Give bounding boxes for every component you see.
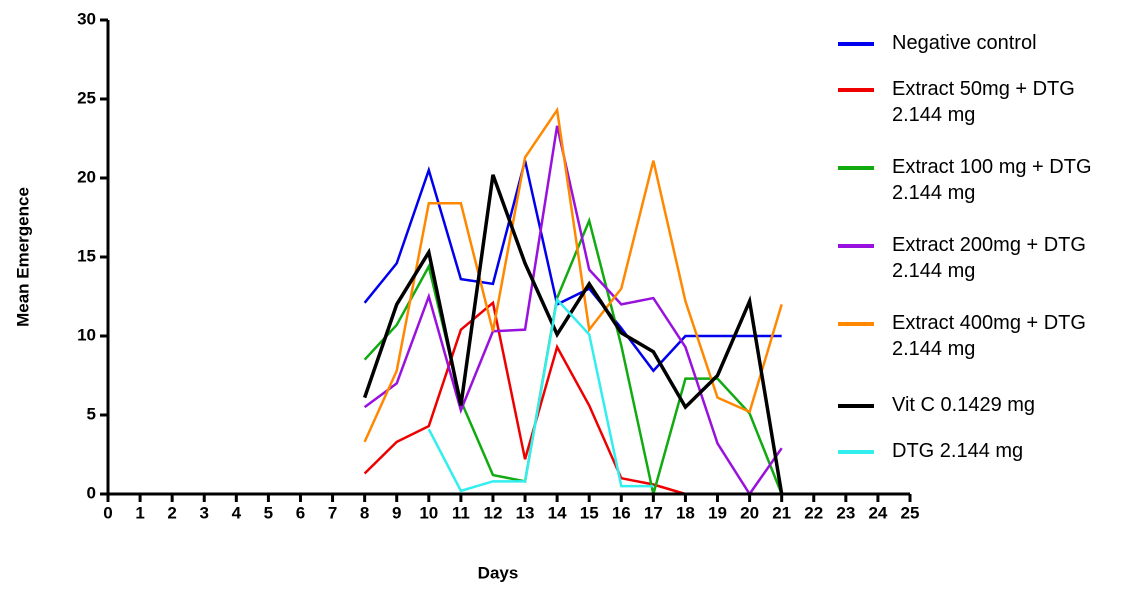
y-tick-label: 10 [77, 325, 96, 344]
y-tick-label: 20 [77, 167, 96, 186]
x-tick-label: 15 [580, 503, 599, 522]
x-tick-label: 17 [644, 503, 663, 522]
x-tick-label: 16 [612, 503, 631, 522]
series-line [363, 160, 782, 373]
y-tick-label: 5 [87, 404, 96, 423]
series-line [362, 174, 784, 495]
y-tick-label: 30 [77, 9, 96, 28]
legend-entry: Extract 100 mg + DTG 2.144 mg [838, 154, 1122, 206]
legend-swatch [838, 244, 874, 248]
legend-label: Extract 200mg + DTG 2.144 mg [892, 234, 1086, 282]
x-tick-label: 0 [103, 503, 112, 522]
x-tick-label: 3 [200, 503, 209, 522]
series-line [427, 296, 654, 493]
series-line [363, 300, 686, 496]
y-tick-label: 15 [77, 246, 96, 265]
legend-swatch [838, 88, 874, 92]
legend-label: DTG 2.144 mg [892, 440, 1024, 462]
series-line [363, 106, 783, 443]
x-tick-label: 4 [232, 503, 242, 522]
legend-swatch [838, 322, 874, 326]
series-line [363, 216, 783, 495]
x-tick-label: 25 [901, 503, 920, 522]
x-tick-label: 10 [419, 503, 438, 522]
x-tick-label: 14 [548, 503, 567, 522]
x-tick-label: 8 [360, 503, 369, 522]
x-tick-label: 5 [264, 503, 273, 522]
x-tick-label: 24 [868, 503, 887, 522]
legend-label: Extract 100 mg + DTG 2.144 mg [892, 156, 1092, 204]
x-tick-label: 9 [392, 503, 401, 522]
legend-label: Negative control [892, 32, 1037, 54]
x-tick-label: 19 [708, 503, 727, 522]
legend-entry: Extract 50mg + DTG 2.144 mg [838, 76, 1122, 128]
x-tick-label: 22 [804, 503, 823, 522]
legend-entry: Negative control [838, 30, 1122, 56]
x-tick-label: 20 [740, 503, 759, 522]
y-tick-label: 0 [87, 483, 96, 502]
legend-swatch [838, 166, 874, 170]
legend-label: Extract 400mg + DTG 2.144 mg [892, 312, 1086, 360]
x-tick-label: 13 [516, 503, 535, 522]
x-tick-label: 6 [296, 503, 305, 522]
legend-entry: Extract 200mg + DTG 2.144 mg [838, 232, 1122, 284]
x-tick-label: 18 [676, 503, 695, 522]
legend-label: Vit C 0.1429 mg [892, 394, 1036, 416]
series-line [363, 125, 783, 497]
x-tick-label: 23 [836, 503, 855, 522]
x-tick-label: 11 [452, 503, 470, 522]
legend-swatch [838, 42, 874, 46]
x-tick-label: 1 [135, 503, 144, 522]
y-tick-label: 25 [77, 88, 96, 107]
x-tick-label: 12 [483, 503, 502, 522]
legend-entry: Extract 400mg + DTG 2.144 mg [838, 310, 1122, 362]
x-tick-label: 21 [772, 503, 791, 522]
legend-entry: Vit C 0.1429 mg [838, 392, 1122, 418]
legend-swatch [838, 404, 874, 408]
legend-entry: DTG 2.144 mg [838, 438, 1122, 464]
x-axis-label: Days [478, 563, 519, 582]
x-tick-label: 2 [167, 503, 176, 522]
legend-swatch [838, 450, 874, 454]
legend-label: Extract 50mg + DTG 2.144 mg [892, 78, 1075, 126]
x-tick-label: 7 [328, 503, 337, 522]
y-axis-label: Mean Emergence [13, 187, 32, 327]
